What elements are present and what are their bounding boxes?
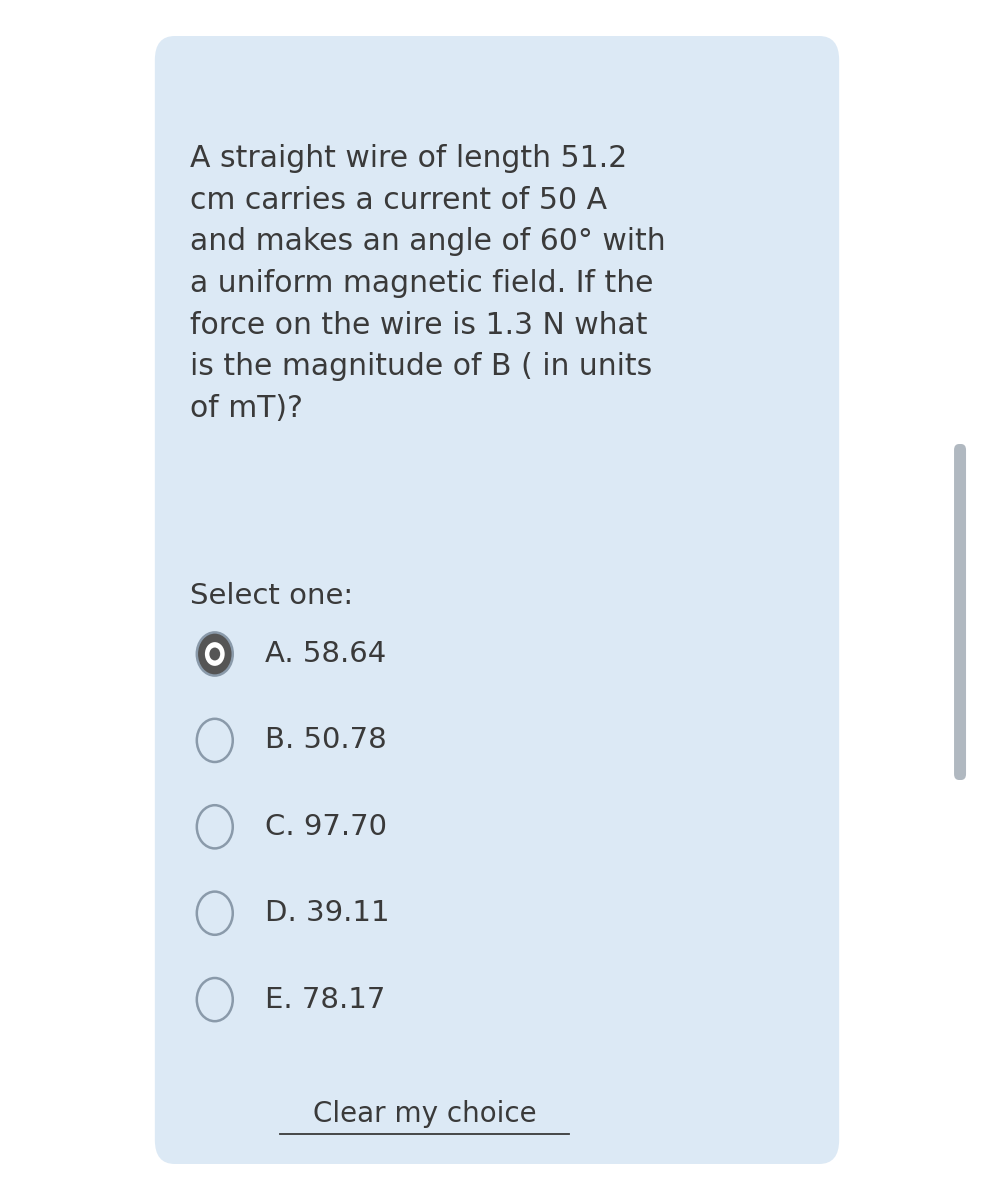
Text: A. 58.64: A. 58.64 <box>265 640 386 668</box>
Text: A straight wire of length 51.2
cm carries a current of 50 A
and makes an angle o: A straight wire of length 51.2 cm carrie… <box>190 144 665 422</box>
Circle shape <box>197 892 233 935</box>
FancyBboxPatch shape <box>954 444 966 780</box>
FancyBboxPatch shape <box>155 36 839 1164</box>
Text: E. 78.17: E. 78.17 <box>265 985 385 1014</box>
Circle shape <box>197 978 233 1021</box>
Text: Select one:: Select one: <box>190 582 353 610</box>
Text: C. 97.70: C. 97.70 <box>265 812 387 841</box>
Text: Clear my choice: Clear my choice <box>313 1099 536 1128</box>
Circle shape <box>210 648 220 660</box>
Circle shape <box>197 719 233 762</box>
Circle shape <box>197 805 233 848</box>
Circle shape <box>205 642 225 666</box>
Circle shape <box>197 632 233 676</box>
Text: B. 50.78: B. 50.78 <box>265 726 387 755</box>
Text: D. 39.11: D. 39.11 <box>265 899 390 928</box>
